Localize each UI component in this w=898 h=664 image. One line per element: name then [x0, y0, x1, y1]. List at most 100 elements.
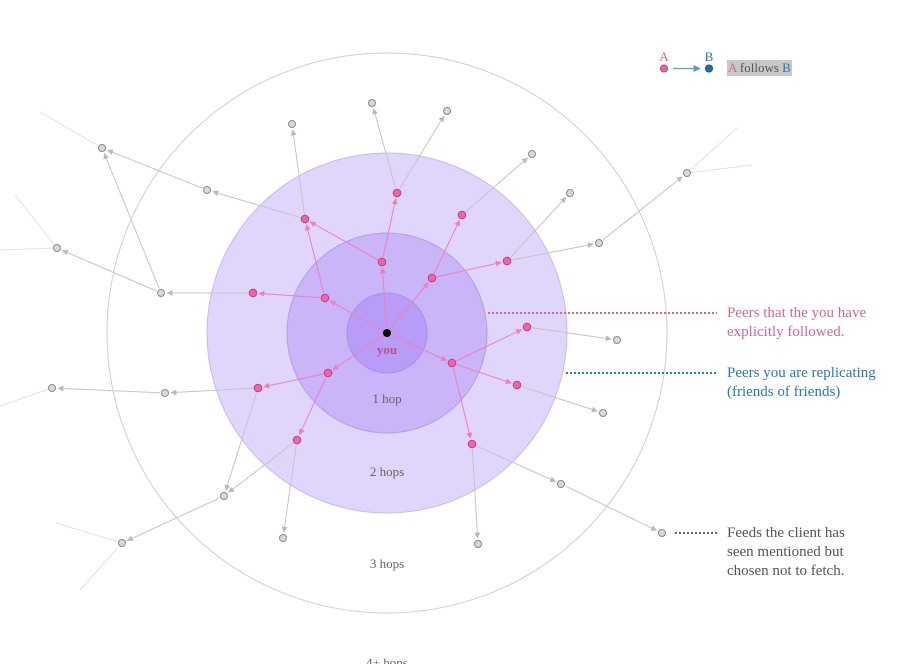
followed-peer-node-h2e[interactable]	[248, 288, 258, 298]
legend-b-label: B	[705, 49, 714, 64]
note-mentioned-line-3: chosen not to fetch.	[727, 563, 845, 579]
replicate-edge-h2i-g12	[228, 442, 294, 493]
edge-layer	[0, 108, 753, 591]
replicate-edge-h2j-g13	[476, 445, 557, 483]
followed-peer-node-h1e[interactable]	[323, 368, 333, 378]
follow-edge-h1b-h2d	[436, 260, 502, 278]
peer-node-g16[interactable]	[658, 529, 666, 537]
outer-edge-1	[14, 194, 58, 249]
followed-peer-node-h1b[interactable]	[427, 273, 437, 283]
you-node[interactable]	[383, 329, 391, 337]
peer-node-g11[interactable]	[599, 409, 607, 417]
note-replicating: Peers you are replicating (friends of fr…	[727, 364, 876, 402]
peer-node-g4[interactable]	[528, 150, 536, 158]
peer-node-g15[interactable]	[474, 540, 482, 548]
outer-edge-7	[686, 164, 753, 174]
replicate-edge-h2j-g15	[471, 448, 481, 539]
ring-label-4-hops: 4+ hops	[366, 655, 408, 664]
replicate-edge-g13-g16	[565, 485, 658, 531]
ring-3-hops	[106, 52, 668, 614]
followed-peer-node-h2g[interactable]	[512, 380, 522, 390]
replicate-edge-g8-o1	[103, 153, 160, 289]
peer-node-o5[interactable]	[683, 169, 691, 177]
legend-b-node	[705, 64, 713, 73]
follow-edge-h1d-h2j	[452, 367, 473, 439]
peer-node-g3[interactable]	[288, 120, 296, 128]
ring-label-2-hops: 2 hops	[370, 464, 404, 479]
replicate-edge-h2h-g12	[224, 392, 257, 491]
legend-a-node	[660, 64, 668, 73]
replicate-edge-h2d-g5	[510, 196, 567, 258]
replicate-edge-h2c-g3	[290, 129, 305, 215]
replicate-edge-h2h-g10	[170, 387, 254, 396]
follow-edge-you-h1e	[332, 335, 384, 371]
legend-a-label: A	[659, 49, 669, 64]
peer-node-g12[interactable]	[220, 492, 228, 500]
peer-node-o1[interactable]	[98, 144, 106, 152]
node-layer	[48, 99, 691, 548]
followed-peer-node-h2c[interactable]	[300, 214, 310, 224]
legend-caption-follows: follows	[736, 60, 783, 75]
followed-peer-node-h2i[interactable]	[292, 435, 302, 445]
replicate-edge-h2d-g7	[511, 242, 594, 261]
peer-node-g1[interactable]	[368, 99, 376, 107]
follow-edge-h1e-h2h	[263, 373, 324, 389]
ring-label-3-hops: 3 hops	[370, 556, 404, 571]
follow-edge-h1b-h2b	[433, 219, 460, 274]
outer-edge-6	[686, 127, 738, 174]
peer-node-g8[interactable]	[157, 289, 165, 297]
follow-edge-h1a-h2a	[382, 198, 398, 258]
follow-edge-h1d-h2f	[456, 329, 523, 362]
peer-node-g5[interactable]	[566, 189, 574, 197]
follow-edge-h1d-h2g	[456, 364, 512, 385]
replicate-edge-g10-o3	[57, 385, 161, 394]
followed-peer-node-h1d[interactable]	[447, 358, 457, 368]
replicate-edge-g6-o1	[107, 149, 203, 189]
peer-node-o3[interactable]	[48, 384, 56, 392]
outer-edge-0	[39, 111, 103, 149]
note-replicating-line-1: Peers you are replicating	[727, 365, 876, 381]
peer-node-g9[interactable]	[613, 336, 621, 344]
outer-edge-5	[79, 542, 123, 591]
peer-node-g14[interactable]	[279, 534, 287, 542]
followed-peer-node-h2a[interactable]	[392, 188, 402, 198]
followed-peer-node-h2h[interactable]	[253, 383, 263, 393]
follow-edge-h1c-h2c	[304, 224, 325, 294]
replicate-edge-h2f-g9	[531, 327, 612, 342]
outer-edge-4	[55, 522, 123, 544]
note-mentioned-line-2: seen mentioned but	[727, 544, 844, 560]
followed-peer-node-h2f[interactable]	[522, 322, 532, 332]
peer-node-g13[interactable]	[557, 480, 565, 488]
you-label: you	[377, 342, 397, 357]
note-followed-line-2: explicitly followed.	[727, 324, 845, 340]
peer-node-g2[interactable]	[443, 107, 451, 115]
follow-edge-h1c-h2e	[258, 290, 321, 299]
peer-node-o2[interactable]	[53, 244, 61, 252]
peer-node-g7[interactable]	[595, 239, 603, 247]
follow-edge-you-h1d	[391, 334, 448, 361]
peer-node-g10[interactable]	[161, 389, 169, 397]
note-mentioned-line-1: Feeds the client has	[727, 525, 845, 541]
followed-peer-node-h1a[interactable]	[377, 257, 387, 267]
replicate-edge-h2a-g1	[372, 108, 397, 189]
peer-node-o4[interactable]	[118, 539, 126, 547]
follow-edge-h1e-h2i	[299, 377, 327, 436]
legend-caption-b: B	[782, 60, 791, 75]
followed-peer-node-h1c[interactable]	[320, 293, 330, 303]
legend-caption-a: A	[728, 60, 737, 75]
replicate-edge-h2i-g14	[281, 444, 297, 533]
follow-edge-you-h1a	[379, 267, 388, 329]
peer-node-g6[interactable]	[203, 186, 211, 194]
replicate-edge-h2g-g11	[521, 386, 598, 413]
note-followed-line-1: Peers that the you have	[727, 305, 867, 321]
followed-peer-node-h2j[interactable]	[467, 439, 477, 449]
replicate-edge-h2c-g6	[212, 190, 301, 219]
outer-edge-3	[0, 387, 53, 407]
ring-label-1-hop: 1 hop	[372, 391, 401, 406]
follow-edge-you-h1c	[329, 300, 383, 331]
followed-peer-node-h2d[interactable]	[502, 256, 512, 266]
note-mentioned: Feeds the client has seen mentioned but …	[727, 524, 845, 581]
followed-peer-node-h2b[interactable]	[457, 210, 467, 220]
replicate-edge-g12-o4	[126, 497, 220, 541]
